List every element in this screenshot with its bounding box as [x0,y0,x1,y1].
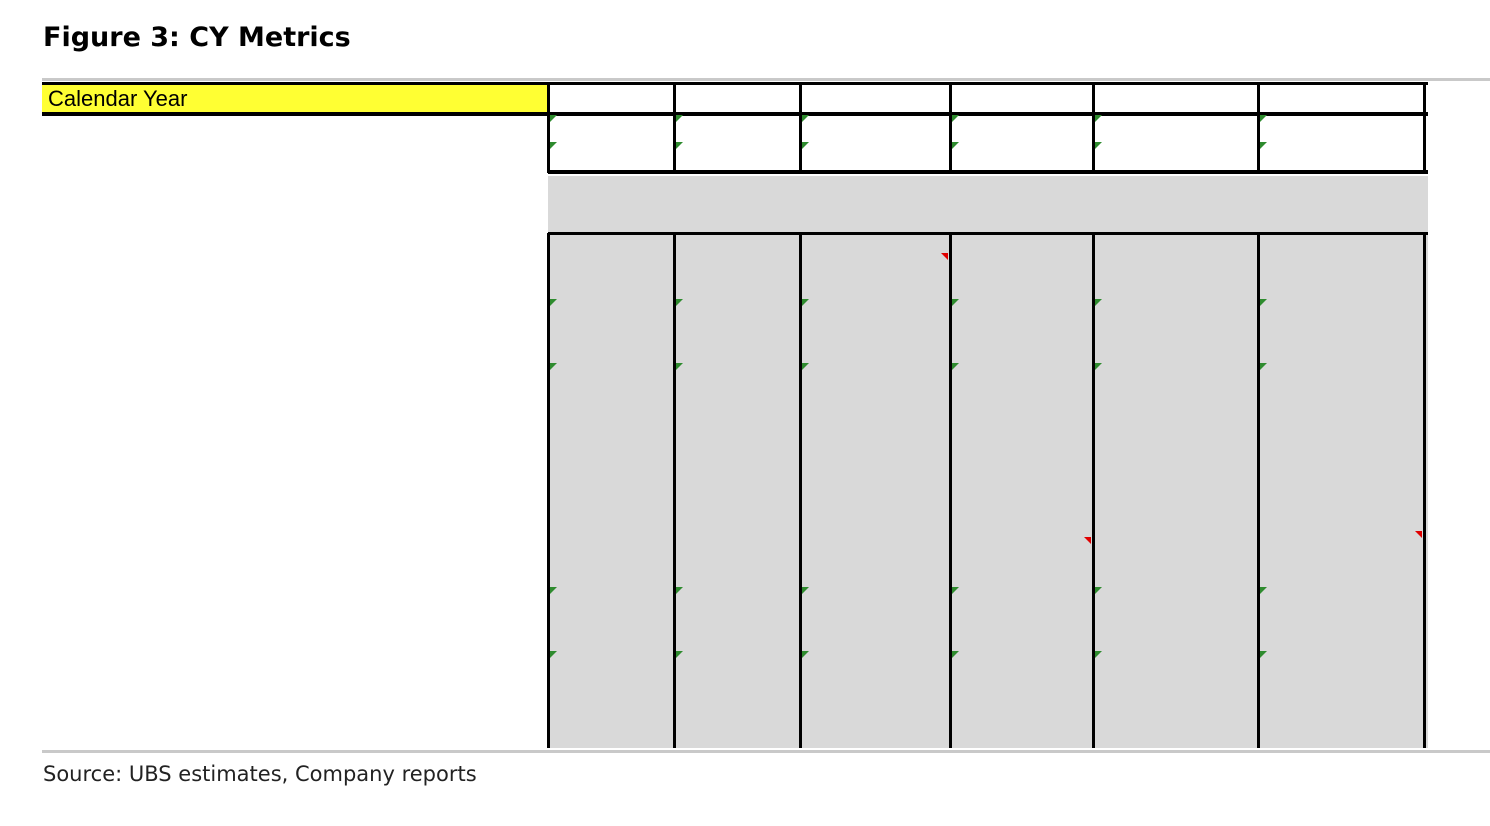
grid-line [1257,83,1260,173]
column-header-c2019e [1093,86,1258,112]
grid-line [547,83,550,173]
column-header-c2018e [950,86,1093,112]
source-note: Source: UBS estimates, Company reports [43,762,477,786]
cell-flag-marker [550,587,557,594]
cell-flag-marker [1260,299,1267,306]
grid-line [949,83,952,173]
bottom-rule [42,750,1490,753]
cell-flag-marker [1260,142,1267,149]
cell-flag-marker [1260,587,1267,594]
grid-line [1092,83,1095,173]
column-header-c2020e [1258,86,1424,112]
table-body-bg [548,233,1428,748]
grid-line [799,233,802,748]
column-header-c2016 [674,86,800,112]
cell-flag-marker [802,299,809,306]
grid-line [949,233,952,748]
grid-line [673,83,676,173]
header-bottom-border [42,112,1428,116]
cell-flag-marker [1095,587,1102,594]
cell-flag-marker [802,115,809,122]
cell-flag-marker [952,299,959,306]
cell-flag-marker [676,115,683,122]
cell-flag-marker [550,651,557,658]
top-rule [42,78,1490,81]
cell-flag-marker [676,299,683,306]
cell-flag-marker [1095,363,1102,370]
cell-flag-marker [1095,115,1102,122]
column-header-c2015 [548,86,674,112]
cell-flag-marker [802,363,809,370]
grid-line [547,233,550,748]
cell-flag-marker [550,142,557,149]
cell-flag-marker [676,587,683,594]
cell-flag-marker [1260,651,1267,658]
grid-line [1257,233,1260,748]
cell-flag-marker [550,115,557,122]
header-label: Calendar Year [48,86,188,111]
cell-flag-marker [676,363,683,370]
header-highlight [42,85,548,114]
cell-flag-marker [676,142,683,149]
cell-flag-marker [952,142,959,149]
cell-flag-marker [1095,651,1102,658]
figure-title: Figure 3: CY Metrics [43,22,351,53]
grid-line [673,233,676,748]
cell-flag-marker [1260,363,1267,370]
grid-line [1423,233,1426,748]
cell-flag-marker [550,299,557,306]
cell-flag-marker [1260,115,1267,122]
cell-flag-marker [802,142,809,149]
table-body-bg [548,176,1428,233]
dram-block-top-border [548,232,1428,235]
grid-line [799,83,802,173]
cell-flag-marker [676,651,683,658]
cell-flag-marker [1095,299,1102,306]
comment-marker [941,253,948,260]
cell-flag-marker [1095,142,1102,149]
bold-block-bottom-border [548,170,1428,174]
grid-line [1423,83,1426,173]
cell-flag-marker [550,363,557,370]
cell-flag-marker [952,587,959,594]
cell-flag-marker [952,651,959,658]
cell-flag-marker [802,587,809,594]
comment-marker [1084,537,1091,544]
comment-marker [1415,531,1422,538]
grid-line [1092,233,1095,748]
header-top-border [42,82,1428,85]
cell-flag-marker [952,115,959,122]
cell-flag-marker [952,363,959,370]
cell-flag-marker [802,651,809,658]
column-header-c2017 [800,86,950,112]
